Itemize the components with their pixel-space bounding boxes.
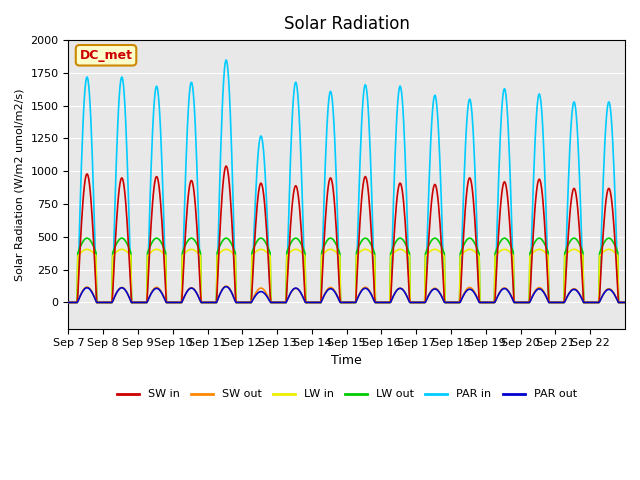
Text: DC_met: DC_met (79, 49, 132, 62)
X-axis label: Time: Time (332, 354, 362, 367)
Title: Solar Radiation: Solar Radiation (284, 15, 410, 33)
Y-axis label: Solar Radiation (W/m2 umol/m2/s): Solar Radiation (W/m2 umol/m2/s) (15, 88, 25, 281)
Legend: SW in, SW out, LW in, LW out, PAR in, PAR out: SW in, SW out, LW in, LW out, PAR in, PA… (112, 385, 581, 404)
